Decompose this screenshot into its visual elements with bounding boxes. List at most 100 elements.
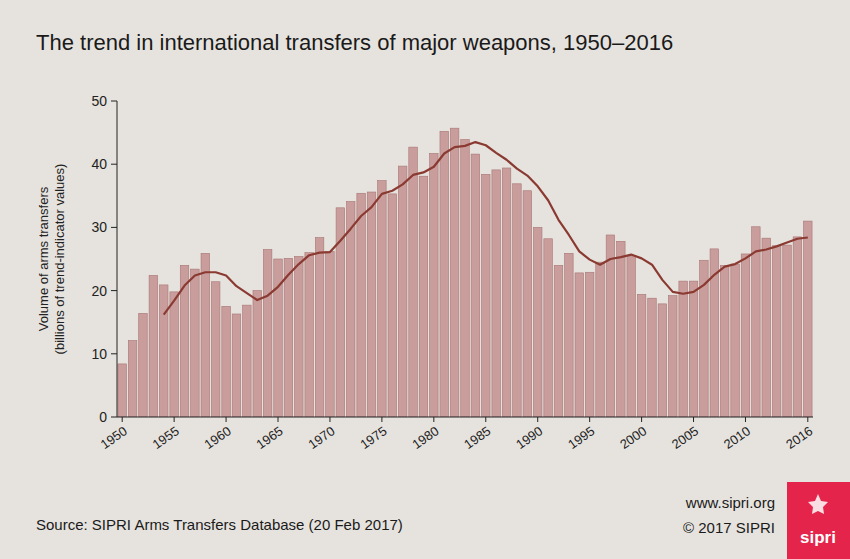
x-tick-label: 1990 (513, 423, 545, 452)
bar (606, 235, 615, 417)
bar (450, 128, 459, 417)
y-tick-label: 50 (91, 93, 107, 109)
bar (326, 251, 335, 417)
x-tick (485, 417, 486, 422)
bar (575, 273, 584, 417)
y-tick-label: 0 (99, 409, 107, 425)
bar (762, 238, 771, 417)
logo-mark (808, 494, 828, 514)
x-tick-label: 1965 (253, 423, 285, 452)
x-tick-label: 2010 (721, 423, 753, 452)
plot-area (118, 128, 812, 417)
bar (471, 154, 480, 417)
x-tick (641, 417, 642, 422)
y-tick (111, 227, 117, 228)
website: www.sipri.org (685, 494, 775, 511)
y-tick (111, 353, 117, 354)
bar (398, 166, 407, 417)
bar (502, 168, 511, 417)
bar (492, 170, 501, 417)
bar (222, 306, 231, 417)
x-tick (807, 417, 808, 422)
bar (741, 254, 750, 417)
bar (585, 272, 594, 417)
bar (243, 305, 252, 417)
x-tick (693, 417, 694, 422)
bar (201, 253, 210, 417)
bar (596, 262, 605, 417)
bar (482, 174, 491, 417)
bar (378, 181, 387, 417)
bar (315, 238, 324, 417)
y-tick-label: 30 (91, 219, 107, 235)
bar (752, 227, 761, 417)
logo-box (787, 482, 850, 559)
bar (149, 275, 158, 417)
bar (544, 239, 553, 417)
bar (731, 264, 740, 417)
x-tick (745, 417, 746, 422)
bar (513, 184, 522, 417)
bar (658, 304, 667, 417)
y-tick (111, 101, 117, 102)
bar (627, 256, 636, 417)
bar (367, 192, 376, 417)
bar (159, 285, 168, 417)
chart: The trend in international transfers of … (0, 0, 850, 559)
bar (409, 147, 418, 417)
bar (689, 281, 698, 417)
logo-text: sipri (800, 528, 836, 547)
x-tick (381, 417, 382, 422)
y-tick (111, 417, 117, 418)
bar (533, 227, 542, 417)
bar (128, 341, 137, 417)
x-tick-label: 1975 (357, 423, 389, 452)
bar (669, 296, 678, 417)
bar (357, 193, 366, 417)
x-tick-label: 2000 (617, 423, 649, 452)
bar (440, 131, 449, 417)
x-tick (433, 417, 434, 422)
x-axis (117, 417, 813, 418)
bar (554, 265, 563, 417)
bar (720, 265, 729, 417)
bar (346, 201, 355, 417)
bar (295, 256, 304, 417)
title: The trend in international transfers of … (36, 30, 673, 55)
bar (772, 246, 781, 417)
x-tick (589, 417, 590, 422)
y-tick (111, 290, 117, 291)
x-tick-label: 2005 (669, 423, 701, 452)
bar (617, 241, 626, 417)
bar (388, 194, 397, 417)
x-tick-label: 1955 (150, 423, 182, 452)
bar (565, 253, 574, 417)
y-tick-label: 10 (91, 346, 107, 362)
bar (804, 221, 813, 417)
x-tick-label: 1970 (305, 423, 337, 452)
copyright: © 2017 SIPRI (683, 519, 775, 536)
y-tick (111, 164, 117, 165)
x-tick-label: 2016 (783, 423, 815, 452)
x-tick (537, 417, 538, 422)
x-tick (122, 417, 123, 422)
bar (793, 237, 802, 417)
trend-line (164, 142, 808, 315)
x-tick (174, 417, 175, 422)
y-axis-label: Volume of arms transfers (36, 186, 51, 331)
bar (191, 269, 200, 417)
bar (139, 313, 148, 417)
bar (679, 281, 688, 417)
x-tick (329, 417, 330, 422)
x-tick-label: 1985 (461, 423, 493, 452)
bar (305, 253, 314, 417)
bar (637, 294, 646, 417)
x-tick (226, 417, 227, 422)
x-tick-label: 1950 (98, 423, 130, 452)
bar (253, 291, 262, 417)
source: Source: SIPRI Arms Transfers Database (2… (36, 516, 403, 533)
x-tick (278, 417, 279, 422)
y-tick-label: 20 (91, 283, 107, 299)
bar (461, 140, 470, 417)
bar (170, 292, 179, 417)
